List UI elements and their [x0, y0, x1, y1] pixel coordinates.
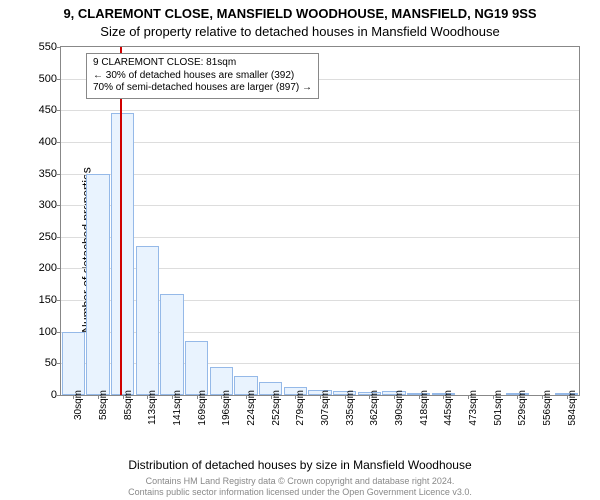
y-tick-label: 150 — [23, 294, 57, 306]
histogram-bar — [111, 113, 134, 395]
x-tick-label: 335sqm — [345, 390, 356, 426]
y-tick-label: 200 — [23, 262, 57, 274]
x-tick-label: 307sqm — [320, 390, 331, 426]
gridline — [61, 205, 579, 206]
x-tick-label: 169sqm — [197, 390, 208, 426]
plot-area: 05010015020025030035040045050055030sqm58… — [60, 46, 580, 396]
y-tick-label: 550 — [23, 41, 57, 53]
x-tick-label: 58sqm — [98, 390, 109, 420]
y-tick-mark — [57, 395, 61, 396]
histogram-bar — [136, 246, 159, 395]
chart-container: 9, CLAREMONT CLOSE, MANSFIELD WOODHOUSE,… — [0, 0, 600, 500]
x-tick-label: 224sqm — [246, 390, 257, 426]
x-tick-label: 362sqm — [369, 390, 380, 426]
x-tick-label: 473sqm — [468, 390, 479, 426]
y-tick-mark — [57, 237, 61, 238]
histogram-bar — [86, 174, 109, 395]
y-tick-mark — [57, 142, 61, 143]
y-tick-mark — [57, 174, 61, 175]
callout-line-3: 70% of semi-detached houses are larger (… — [93, 82, 312, 95]
x-tick-label: 279sqm — [295, 390, 306, 426]
x-tick-label: 529sqm — [517, 390, 528, 426]
gridline — [61, 142, 579, 143]
histogram-bar — [62, 332, 85, 395]
x-tick-label: 584sqm — [567, 390, 578, 426]
x-tick-label: 113sqm — [147, 390, 158, 425]
y-tick-mark — [57, 363, 61, 364]
y-tick-mark — [57, 205, 61, 206]
y-tick-label: 250 — [23, 231, 57, 243]
y-tick-mark — [57, 268, 61, 269]
footer-attribution: Contains HM Land Registry data © Crown c… — [0, 476, 600, 498]
histogram-bar — [160, 294, 183, 395]
y-tick-label: 400 — [23, 136, 57, 148]
x-tick-label: 418sqm — [419, 390, 430, 426]
footer-line-1: Contains HM Land Registry data © Crown c… — [0, 476, 600, 487]
y-tick-label: 300 — [23, 199, 57, 211]
x-tick-label: 445sqm — [443, 390, 454, 426]
callout-line-2: ← 30% of detached houses are smaller (39… — [93, 70, 312, 83]
y-tick-label: 450 — [23, 104, 57, 116]
x-tick-label: 556sqm — [542, 390, 553, 426]
y-tick-label: 100 — [23, 326, 57, 338]
y-tick-label: 350 — [23, 168, 57, 180]
x-tick-label: 252sqm — [271, 390, 282, 426]
x-tick-label: 85sqm — [123, 390, 134, 420]
x-tick-label: 30sqm — [73, 390, 84, 420]
y-tick-mark — [57, 110, 61, 111]
callout-line-1: 9 CLAREMONT CLOSE: 81sqm — [93, 57, 312, 70]
y-tick-mark — [57, 79, 61, 80]
footer-line-2: Contains public sector information licen… — [0, 487, 600, 498]
gridline — [61, 237, 579, 238]
y-tick-mark — [57, 332, 61, 333]
y-tick-label: 50 — [23, 357, 57, 369]
x-tick-label: 390sqm — [394, 390, 405, 426]
x-tick-label: 196sqm — [221, 390, 232, 426]
x-tick-label: 141sqm — [172, 390, 183, 426]
x-tick-label: 501sqm — [493, 390, 504, 426]
y-tick-label: 500 — [23, 73, 57, 85]
property-marker-line — [120, 47, 122, 395]
chart-title-address: 9, CLAREMONT CLOSE, MANSFIELD WOODHOUSE,… — [0, 6, 600, 21]
callout-box: 9 CLAREMONT CLOSE: 81sqm ← 30% of detach… — [86, 53, 319, 99]
gridline — [61, 110, 579, 111]
histogram-bar — [185, 341, 208, 395]
x-axis-label: Distribution of detached houses by size … — [0, 458, 600, 472]
gridline — [61, 174, 579, 175]
y-tick-mark — [57, 47, 61, 48]
y-tick-label: 0 — [23, 389, 57, 401]
chart-subtitle: Size of property relative to detached ho… — [0, 24, 600, 39]
y-tick-mark — [57, 300, 61, 301]
